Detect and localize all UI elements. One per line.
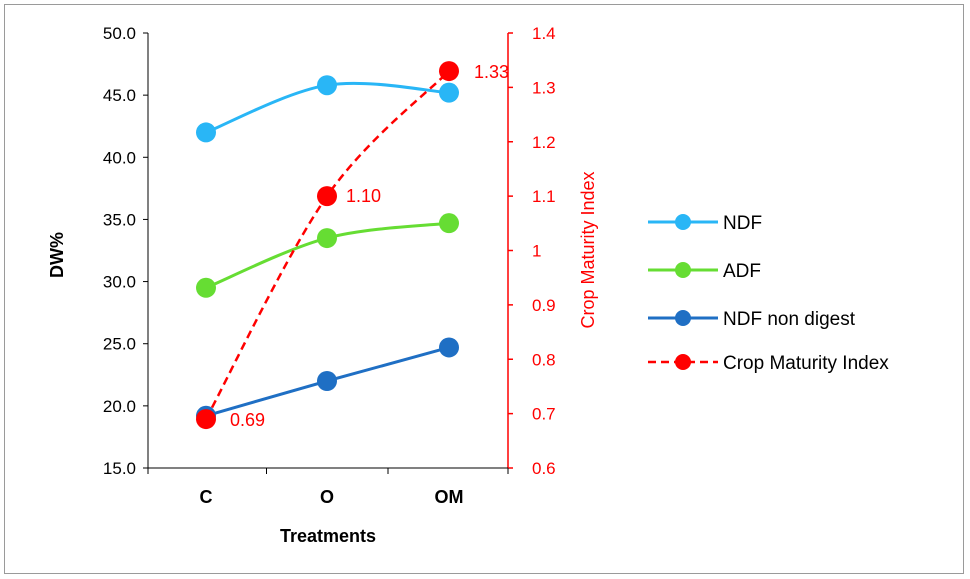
legend-marker bbox=[675, 214, 691, 230]
x-tick-label: C bbox=[200, 487, 213, 507]
left-tick-label: 40.0 bbox=[103, 148, 136, 167]
series-adf bbox=[196, 213, 459, 298]
data-point bbox=[196, 122, 216, 143]
legend-item: Crop Maturity Index bbox=[648, 353, 889, 374]
data-label: 0.69 bbox=[230, 410, 265, 430]
data-point bbox=[439, 82, 459, 103]
data-point bbox=[196, 409, 216, 430]
x-ticks: C O OM bbox=[147, 468, 509, 507]
data-point bbox=[317, 228, 337, 249]
legend-label: Crop Maturity Index bbox=[723, 353, 889, 374]
chart-frame bbox=[4, 4, 964, 574]
right-tick-label: 1.1 bbox=[532, 187, 556, 206]
data-point bbox=[317, 186, 337, 207]
right-tick-label: 1.4 bbox=[532, 24, 556, 43]
series-ndf bbox=[196, 75, 459, 143]
right-y-ticks: 0.6 0.7 0.8 0.9 1 1.1 1.2 1.3 1.4 bbox=[508, 24, 556, 478]
left-tick-label: 30.0 bbox=[103, 273, 136, 292]
data-point bbox=[317, 371, 337, 391]
legend-item: NDF bbox=[648, 213, 762, 234]
left-tick-label: 50.0 bbox=[103, 24, 136, 43]
series-crop-maturity-index: 0.69 1.10 1.33 bbox=[196, 61, 509, 430]
x-tick-label: O bbox=[320, 487, 334, 507]
legend-marker bbox=[675, 310, 691, 326]
right-tick-label: 0.7 bbox=[532, 405, 556, 424]
data-point bbox=[439, 61, 459, 82]
data-point bbox=[439, 213, 459, 234]
data-point bbox=[317, 75, 337, 96]
legend: NDF ADF NDF non digest Crop Maturity Index bbox=[648, 213, 889, 374]
y-axis-title: DW% bbox=[47, 232, 67, 278]
right-tick-label: 0.8 bbox=[532, 350, 556, 369]
legend-item: ADF bbox=[648, 261, 761, 282]
data-label: 1.10 bbox=[346, 186, 381, 206]
left-tick-label: 45.0 bbox=[103, 86, 136, 105]
left-tick-label: 20.0 bbox=[103, 397, 136, 416]
legend-label: NDF bbox=[723, 213, 762, 234]
right-tick-label: 1.3 bbox=[532, 78, 556, 97]
data-point bbox=[196, 277, 216, 298]
y2-axis-title: Crop Maturity Index bbox=[578, 171, 598, 328]
right-tick-label: 1 bbox=[532, 242, 541, 261]
right-tick-label: 1.2 bbox=[532, 133, 556, 152]
legend-label: NDF non digest bbox=[723, 309, 856, 330]
legend-item: NDF non digest bbox=[648, 309, 856, 330]
x-tick-label: OM bbox=[435, 487, 464, 507]
data-point bbox=[439, 337, 459, 358]
x-axis-title: Treatments bbox=[280, 526, 376, 546]
right-tick-label: 0.9 bbox=[532, 296, 556, 315]
left-tick-label: 35.0 bbox=[103, 210, 136, 229]
series-layer: 0.69 1.10 1.33 bbox=[196, 61, 509, 430]
left-tick-label: 25.0 bbox=[103, 335, 136, 354]
legend-label: ADF bbox=[723, 261, 761, 282]
left-tick-label: 15.0 bbox=[103, 459, 136, 478]
legend-marker bbox=[675, 354, 691, 370]
right-tick-label: 0.6 bbox=[532, 459, 556, 478]
data-label: 1.33 bbox=[474, 62, 509, 82]
legend-marker bbox=[675, 262, 691, 278]
left-y-ticks: 15.0 20.0 25.0 30.0 35.0 40.0 45.0 50.0 bbox=[103, 24, 148, 478]
